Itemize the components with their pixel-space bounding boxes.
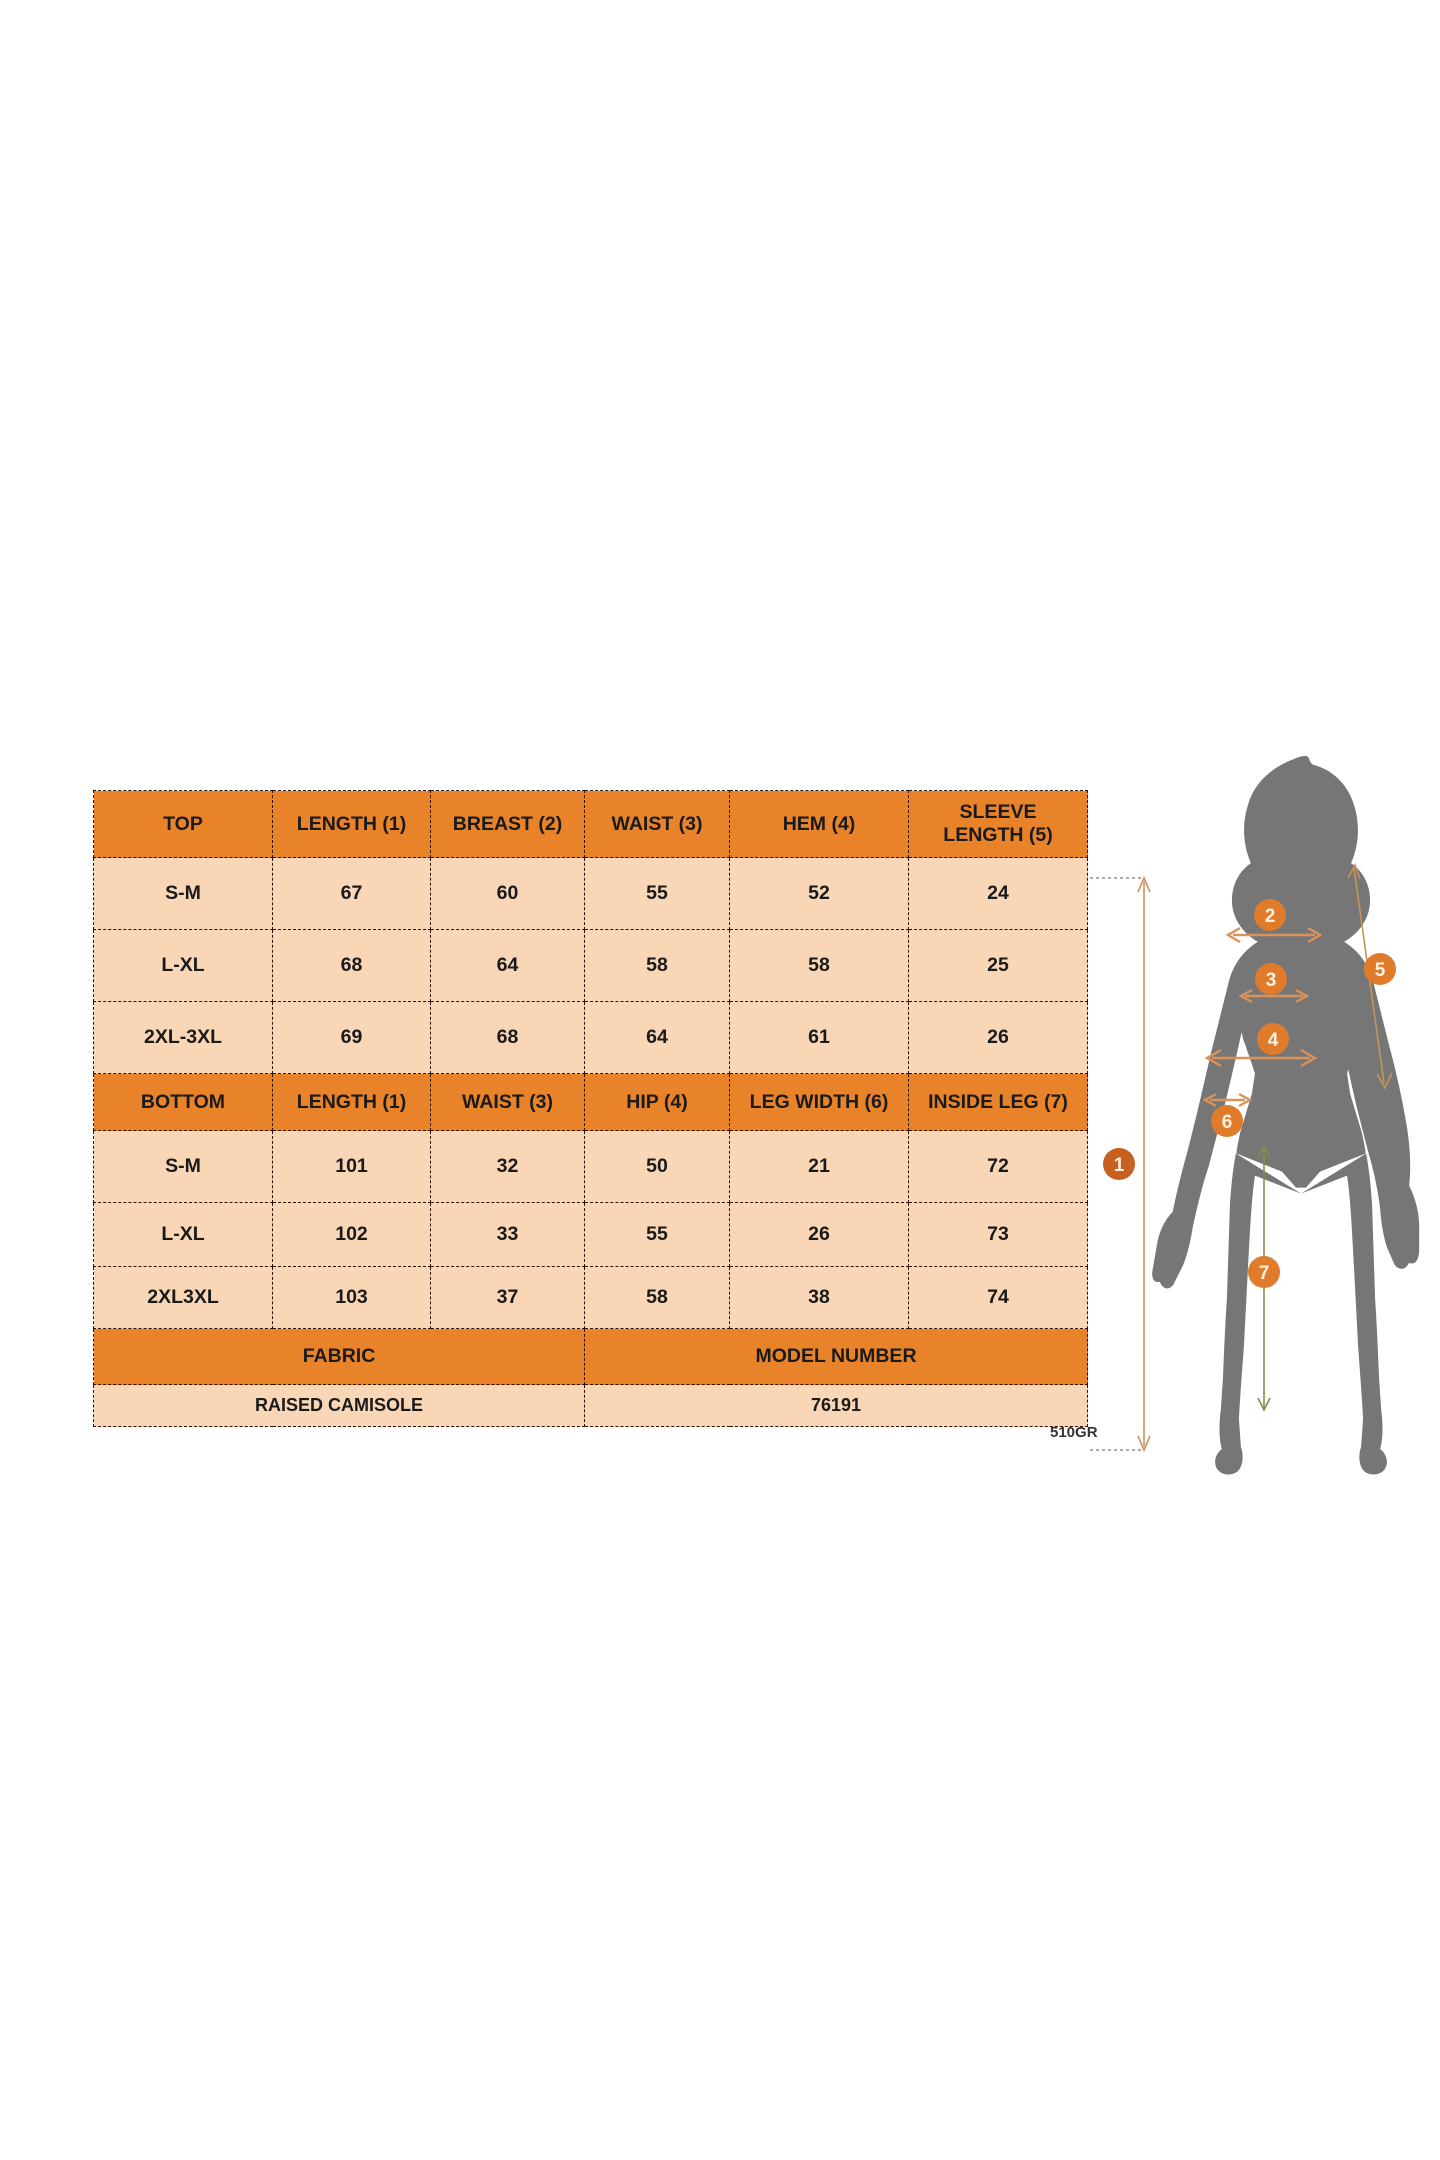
svg-text:6: 6 xyxy=(1222,1112,1233,1133)
svg-text:1: 1 xyxy=(1114,1155,1125,1176)
svg-text:3: 3 xyxy=(1266,970,1277,991)
svg-text:7: 7 xyxy=(1259,1263,1270,1284)
svg-text:4: 4 xyxy=(1268,1030,1279,1051)
svg-text:5: 5 xyxy=(1375,960,1386,981)
svg-text:2: 2 xyxy=(1265,906,1276,927)
